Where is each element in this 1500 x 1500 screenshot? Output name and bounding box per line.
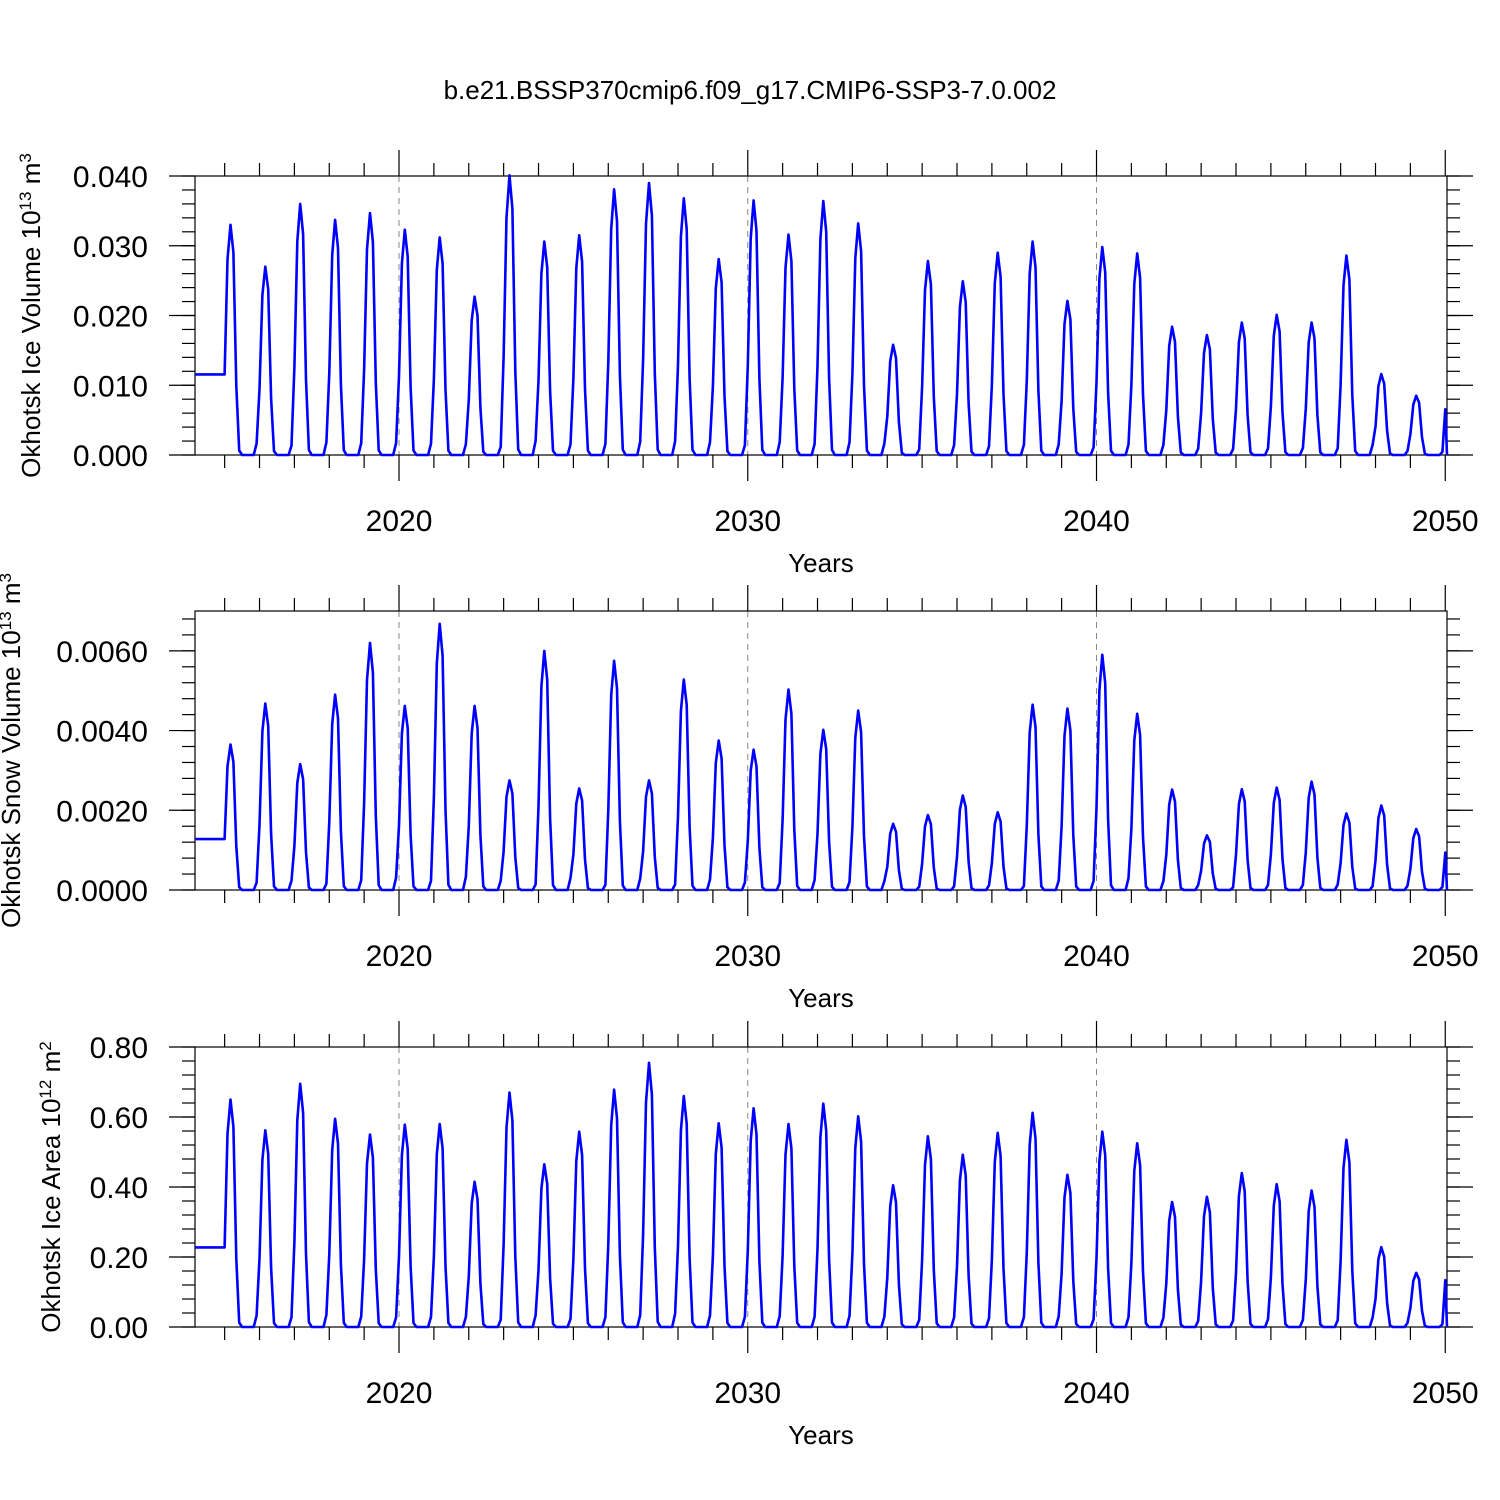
chart-panel-2: 0.0000 0.0020 0.0040 0.0060 2020 2030 2040 2050… [0,573,1479,1013]
y-axis-title-text: Okhotsk Ice Area 10 [36,1099,66,1333]
y-axis-title-unit: m [16,163,46,192]
x-axis-title: Years [788,548,854,578]
y-axis-title-exp: 13 [16,192,35,211]
x-tick-label: 2050 [1412,1377,1479,1410]
y-axis-title-exp: 13 [0,611,15,630]
y-axis-title: Okhotsk Ice Area 1012 m2 [36,1041,67,1332]
x-axis-title: Years [788,1420,854,1450]
y-axis-title-unit-exp: 3 [0,573,15,582]
y-tick-label: 0.20 [90,1242,148,1275]
y-tick-label: 0.0000 [56,875,148,908]
y-tick-label: 0.040 [73,161,148,194]
series-line-okhotsk-ice-area [195,1061,1449,1329]
y-axis-title: Okhotsk Ice Volume 1013 m3 [16,153,47,478]
x-tick-label: 2020 [366,940,433,973]
y-tick-label: 0.010 [73,370,148,403]
y-tick-label: 0.60 [90,1102,148,1135]
x-tick-label: 2030 [714,505,781,538]
y-tick-label: 0.020 [73,301,148,334]
y-tick-label: 0.0020 [56,795,148,828]
chart-panels: 0.000 0.010 0.020 0.030 0.040 2020 2030 2040 205… [0,150,1479,1450]
y-tick-label: 0.40 [90,1172,148,1205]
chart-panel-3: 0.00 0.20 0.40 0.60 0.80 2020 2030 2040 2050 Year… [36,1021,1479,1450]
y-tick-label: 0.0060 [56,636,148,669]
y-axis-title-unit: m [36,1051,66,1080]
figure-title: b.e21.BSSP370cmip6.f09_g17.CMIP6-SSP3-7.… [444,75,1057,105]
series-line-okhotsk-snow-volume [195,622,1449,892]
plot-frame [194,610,1448,891]
y-tick-label: 0.0040 [56,716,148,749]
y-tick-label: 0.030 [73,231,148,264]
y-axis-title-unit: m [0,582,26,611]
x-tick-label: 2050 [1412,940,1479,973]
plot-frame [194,1046,1448,1328]
y-axis-title-text: Okhotsk Snow Volume 10 [0,630,26,928]
y-axis-title-unit-exp: 3 [16,153,35,162]
chart-panel-1: 0.000 0.010 0.020 0.030 0.040 2020 2030 2040 205… [16,150,1479,578]
x-tick-label: 2040 [1063,940,1130,973]
x-tick-label: 2050 [1412,505,1479,538]
x-tick-label: 2020 [366,1377,433,1410]
y-tick-label: 0.000 [73,440,148,473]
x-axis-title: Years [788,983,854,1013]
x-tick-label: 2040 [1063,1377,1130,1410]
y-axis-title-exp: 12 [36,1080,55,1099]
x-tick-label: 2040 [1063,505,1130,538]
series-line-okhotsk-ice-volume [195,174,1449,457]
x-tick-label: 2030 [714,940,781,973]
y-tick-label: 0.00 [90,1312,148,1345]
x-tick-label: 2030 [714,1377,781,1410]
x-tick-label: 2020 [366,505,433,538]
y-tick-label: 0.80 [90,1032,148,1065]
y-axis-title-unit-exp: 2 [36,1041,55,1050]
y-axis-title-text: Okhotsk Ice Volume 10 [16,210,46,477]
y-axis-title: Okhotsk Snow Volume 1013 m3 [0,573,26,928]
